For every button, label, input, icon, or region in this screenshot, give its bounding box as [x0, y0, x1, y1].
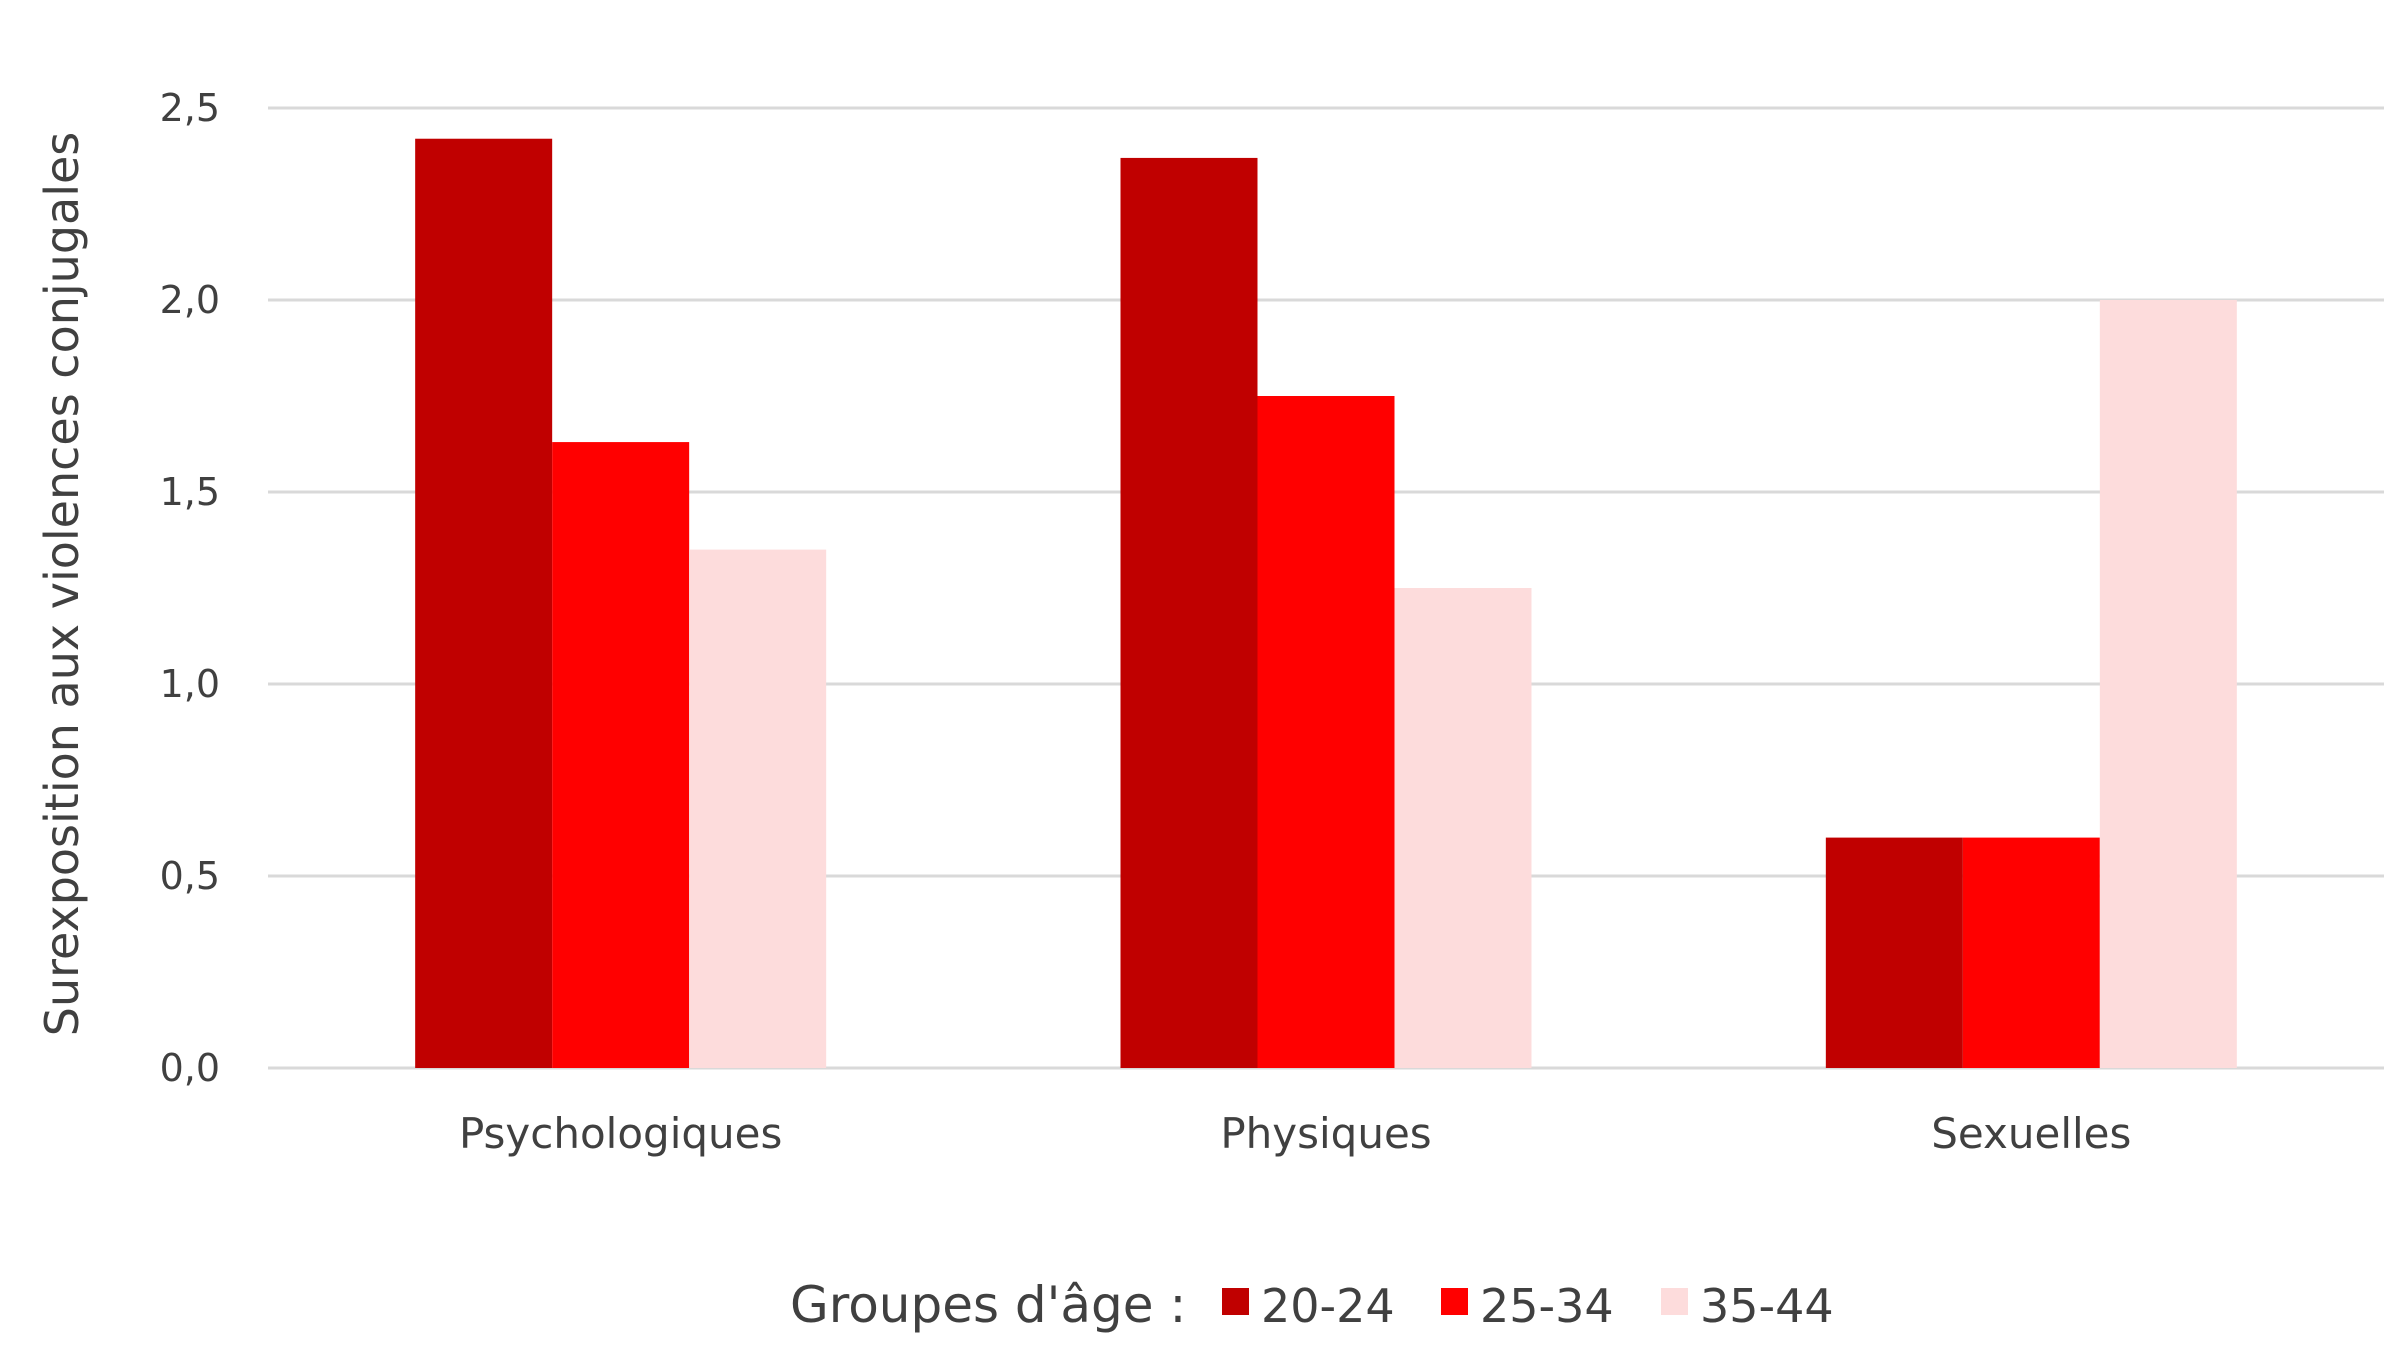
- legend-swatch-20-24: [1222, 1288, 1249, 1315]
- y-tick-label: 0,0: [160, 1046, 220, 1090]
- y-tick-label: 1,0: [160, 662, 220, 706]
- x-category-label: Sexuelles: [1931, 1109, 2131, 1158]
- y-axis-tick-labels: 0,0 0,5 1,0 1,5 2,0 2,5: [160, 86, 220, 1090]
- bar-35-44-physiques: [1394, 588, 1532, 1068]
- bar-25-34-physiques: [1257, 396, 1395, 1068]
- bar-20-24-physiques: [1120, 157, 1258, 1069]
- legend-label-25-34: 25-34: [1480, 1279, 1614, 1333]
- legend: Groupes d'âge : 20-24 25-34 35-44: [790, 1276, 1834, 1334]
- bar-20-24-psychologiques: [415, 138, 553, 1069]
- bar-25-34-psychologiques: [552, 442, 690, 1069]
- y-tick-label: 0,5: [160, 854, 220, 898]
- y-tick-label: 2,5: [160, 86, 220, 130]
- legend-label-20-24: 20-24: [1261, 1279, 1395, 1333]
- bar-35-44-psychologiques: [689, 549, 827, 1068]
- y-tick-label: 2,0: [160, 278, 220, 322]
- y-axis-title: Surexposition aux violences conjugales: [35, 132, 89, 1037]
- bars: [415, 138, 2237, 1069]
- legend-label-35-44: 35-44: [1700, 1279, 1834, 1333]
- bar-25-34-sexuelles: [1962, 837, 2100, 1068]
- legend-title: Groupes d'âge :: [790, 1276, 1186, 1334]
- x-axis-category-labels: Psychologiques Physiques Sexuelles: [459, 1109, 2131, 1158]
- legend-swatch-25-34: [1441, 1288, 1468, 1315]
- bar-35-44-sexuelles: [2099, 300, 2237, 1068]
- legend-swatch-35-44: [1661, 1288, 1688, 1315]
- bar-20-24-sexuelles: [1825, 837, 1963, 1068]
- y-tick-label: 1,5: [160, 470, 220, 514]
- x-category-label: Psychologiques: [459, 1109, 782, 1158]
- x-category-label: Physiques: [1220, 1109, 1431, 1158]
